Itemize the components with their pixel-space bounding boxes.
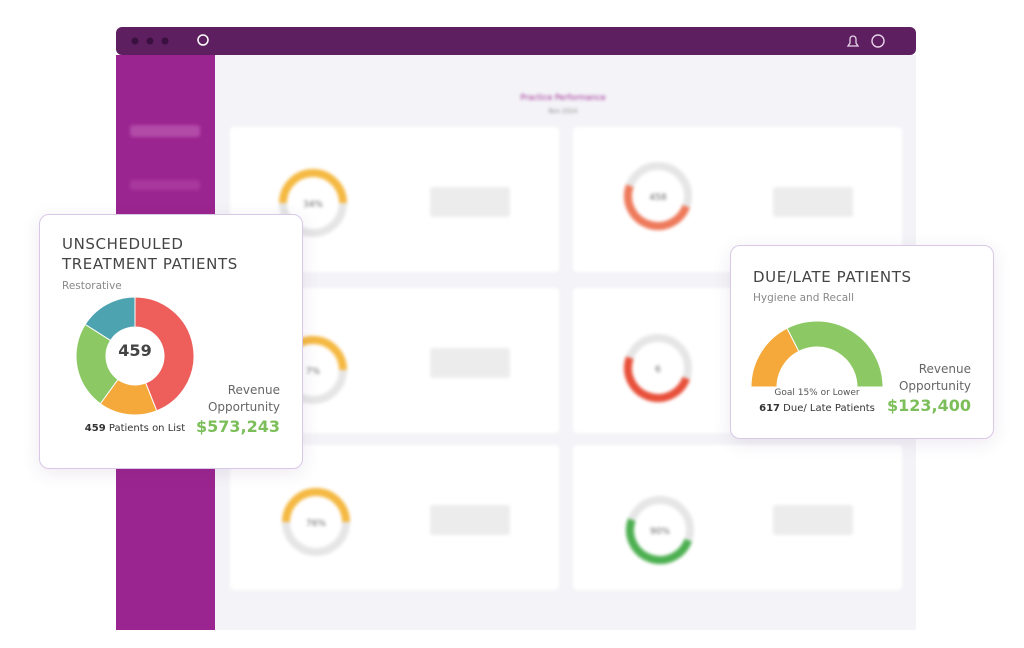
window-dot	[131, 37, 139, 45]
dashboard-tile	[573, 445, 902, 590]
due-card: DUE/LATE PATIENTS Hygiene and Recall Goa…	[730, 245, 994, 439]
goal: Goal 15% or Lower	[774, 388, 860, 398]
tile-bar	[773, 187, 853, 217]
gauge-chart	[750, 320, 884, 388]
dashboard-heading: Practice Performance	[520, 93, 605, 102]
segment	[786, 320, 884, 388]
tile-bar	[430, 348, 510, 378]
revenue-value: $573,243	[195, 417, 280, 436]
sidebar-item	[130, 125, 200, 137]
tile-value: 7%	[306, 367, 321, 377]
card-subtitle: Hygiene and Recall	[753, 292, 855, 304]
tile-arc	[624, 184, 690, 230]
window-dot	[161, 37, 169, 45]
card-title: DUE/LATE PATIENTS	[753, 268, 912, 286]
count-line: 459 Patients on List	[60, 423, 210, 434]
count-text: Patients on List	[108, 423, 186, 434]
tile-value: 458	[649, 193, 666, 203]
card-subtitle: Restorative	[62, 280, 122, 292]
tile-value: 6	[655, 365, 661, 375]
tile-bar	[430, 505, 510, 535]
bell-icon[interactable]	[846, 35, 860, 47]
search-icon[interactable]	[197, 34, 209, 46]
window-dot	[146, 37, 154, 45]
tile-bar	[430, 187, 510, 217]
donut-chart: 459	[75, 296, 195, 416]
tile-arc	[624, 356, 690, 402]
tile-value: 34%	[303, 200, 323, 210]
dashboard-period: Nov 2024	[549, 108, 578, 115]
tile-bar	[773, 505, 853, 535]
card-title: UNSCHEDULED TREATMENT PATIENTS	[62, 235, 238, 273]
revenue-label: Revenue Opportunity	[898, 362, 971, 393]
tile-value: 90%	[650, 527, 670, 537]
dashboard-background: Practice Performance Nov 2024 34% 458 7% 6 7…	[130, 93, 902, 590]
count: 617	[759, 403, 780, 414]
account-icon[interactable]	[871, 34, 885, 48]
tile-value: 76%	[306, 519, 326, 529]
count: 459	[84, 423, 106, 434]
revenue-value: $123,400	[886, 396, 971, 415]
segment	[134, 296, 195, 412]
tile-arc	[279, 169, 347, 204]
tile-arc	[626, 518, 692, 564]
revenue-label: Revenue Opportunity	[207, 383, 280, 414]
sidebar-item	[130, 180, 200, 190]
segment	[84, 296, 136, 342]
donut-center: 459	[118, 341, 151, 360]
unscheduled-card: UNSCHEDULED TREATMENT PATIENTS Restorati…	[39, 214, 303, 469]
tile-arc	[282, 488, 350, 523]
top-bar	[116, 27, 916, 55]
count-text: Due/ Late Patients	[783, 403, 875, 414]
count-line: 617 Due/ Late Patients	[742, 403, 892, 414]
